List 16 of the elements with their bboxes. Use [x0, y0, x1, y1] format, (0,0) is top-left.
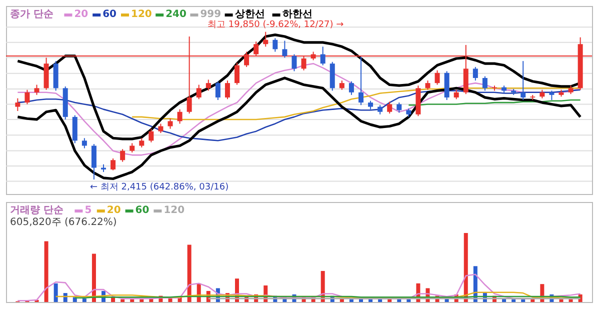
legend-label: 999: [200, 9, 222, 20]
legend-label: 240: [166, 9, 187, 20]
text: 605,820주 (676.22%): [10, 217, 117, 228]
legend-label: 120: [131, 9, 152, 20]
legend-label: 60: [102, 9, 117, 20]
legend-title: 종가 단순: [10, 9, 54, 20]
legend-title: 거래량 단순: [10, 205, 64, 216]
legend-label: 20: [74, 9, 88, 20]
legend-label: 120: [164, 205, 185, 216]
legend-label: 20: [106, 205, 121, 216]
annotation: ← 최저 2,415 (642.86%, 03/16): [90, 182, 229, 192]
legend-label: 60: [135, 205, 150, 216]
annotation: 최고 19,850 (-9.62%, 12/27) →: [208, 20, 344, 30]
legend-label: 5: [84, 205, 92, 216]
legend-label: 하한선: [282, 9, 312, 20]
legend-label: 상한선: [234, 9, 265, 20]
